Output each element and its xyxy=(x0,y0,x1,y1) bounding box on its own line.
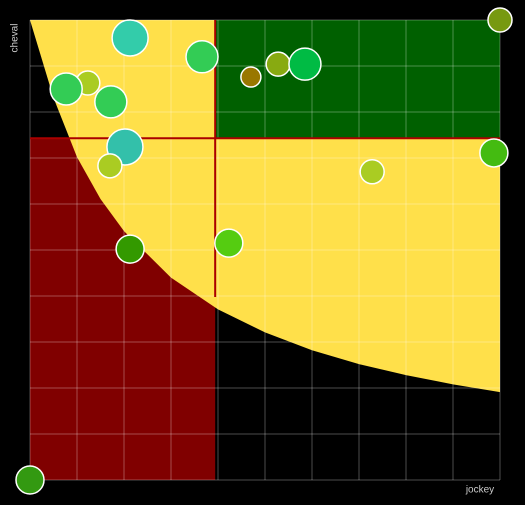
bubble xyxy=(97,153,123,179)
bubble xyxy=(185,40,219,74)
high-zone xyxy=(215,20,500,139)
bubble xyxy=(49,72,83,106)
bubble xyxy=(288,47,322,81)
bubble xyxy=(240,66,262,88)
bubble xyxy=(94,85,128,119)
bubble xyxy=(115,234,145,264)
bubble xyxy=(15,465,45,495)
bubble xyxy=(265,51,291,77)
bubble xyxy=(479,138,509,168)
bubble xyxy=(111,19,149,57)
bubble xyxy=(359,159,385,185)
y-axis-label: cheval xyxy=(10,24,21,53)
bubble xyxy=(487,7,513,33)
x-axis-label: jockey xyxy=(465,485,494,496)
bubble xyxy=(214,228,244,258)
